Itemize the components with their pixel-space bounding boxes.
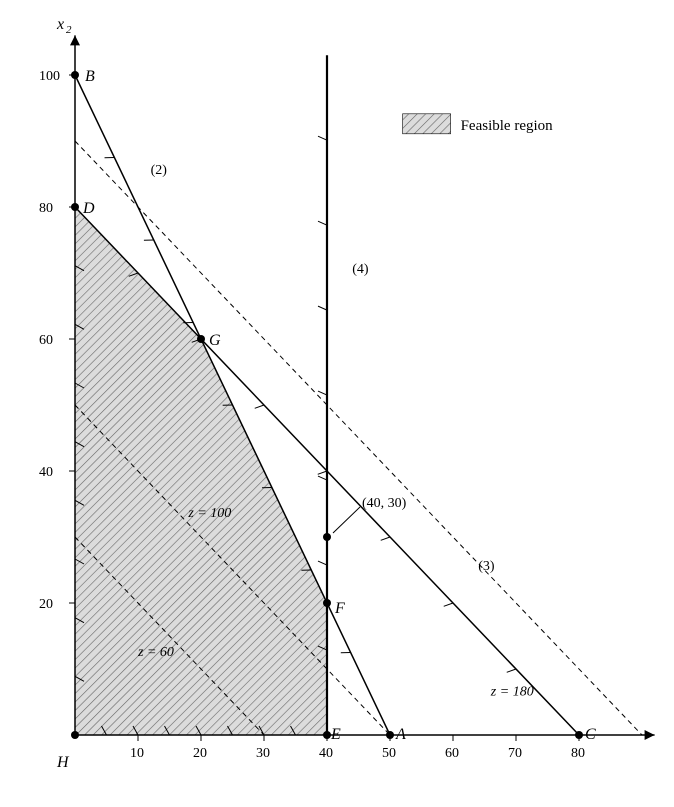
vertex-h [71,731,79,739]
vertex-label: F [334,600,345,617]
z-label-100: z = 100 [187,506,231,521]
x-tick-label: 40 [319,746,333,761]
y-tick-label: 20 [39,597,53,612]
chart-canvas: x1x2102030405060708020406080100BDGFEACH(… [15,15,659,792]
z-label-60: z = 60 [137,645,174,660]
vertex-g [197,335,205,343]
vertex-d [71,203,79,211]
x-tick-label: 50 [382,746,396,761]
y-tick-label: 40 [39,465,53,480]
legend-swatch [403,114,451,134]
svg-text:2: 2 [66,24,72,36]
z-label-180: z = 180 [490,684,534,699]
constraint-label-2: (2) [151,163,168,178]
feasible-region [75,207,327,735]
marked-point [323,533,331,541]
vertex-label: E [330,726,341,743]
lp-diagram: x1x2102030405060708020406080100BDGFEACH(… [15,15,659,792]
y-axis-label: x [56,16,64,33]
constraint-label-3: (3) [478,559,495,574]
x-tick-label: 10 [130,746,144,761]
y-tick-label: 80 [39,201,53,216]
y-tick-label: 100 [39,69,60,84]
vertex-e [323,731,331,739]
vertex-b [71,71,79,79]
vertex-c [575,731,583,739]
vertex-label: D [82,200,95,217]
vertex-label: G [209,332,221,349]
x-tick-label: 80 [571,746,585,761]
vertex-label: C [585,726,596,743]
vertex-label: H [56,754,70,771]
vertex-f [323,599,331,607]
constraint-label-4: (4) [352,262,369,277]
marked-point-label: (40, 30) [362,496,407,511]
y-tick-label: 60 [39,333,53,348]
vertex-a [386,731,394,739]
x-tick-label: 60 [445,746,459,761]
vertex-label: A [395,726,406,743]
x-tick-label: 30 [256,746,270,761]
vertex-label: B [85,68,95,85]
x-tick-label: 70 [508,746,522,761]
legend-label: Feasible region [461,118,554,134]
x-tick-label: 20 [193,746,207,761]
